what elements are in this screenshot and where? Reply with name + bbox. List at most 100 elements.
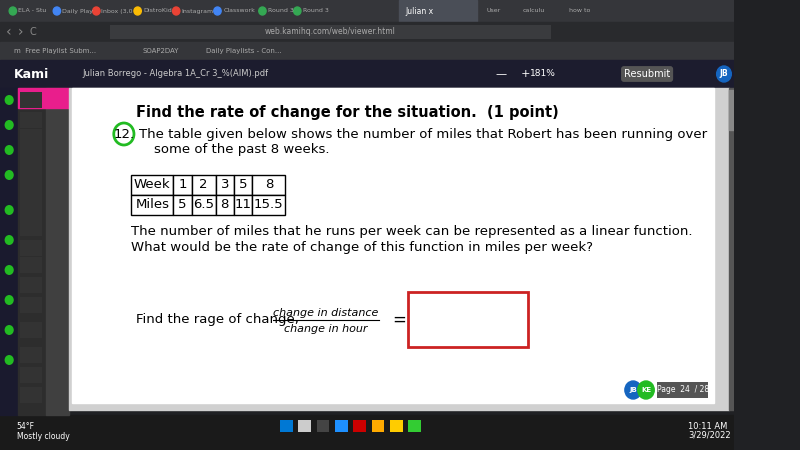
Text: User: User <box>486 9 501 13</box>
Bar <box>20 205 42 221</box>
Text: 12.: 12. <box>114 127 134 140</box>
Text: 5: 5 <box>178 198 187 211</box>
Bar <box>372 420 385 432</box>
Circle shape <box>5 205 14 215</box>
Circle shape <box>173 7 180 15</box>
Bar <box>0 42 734 60</box>
Bar <box>0 88 18 415</box>
Circle shape <box>93 7 100 15</box>
Bar <box>0 0 734 22</box>
Circle shape <box>638 381 654 399</box>
Bar <box>20 240 42 256</box>
Text: 181%: 181% <box>530 69 556 78</box>
Circle shape <box>5 295 14 305</box>
Bar <box>216 175 234 195</box>
Text: calculu: calculu <box>523 9 546 13</box>
Circle shape <box>5 355 14 365</box>
Text: m  Free Playlist Subm...: m Free Playlist Subm... <box>14 48 96 54</box>
Text: Round 3: Round 3 <box>268 9 294 13</box>
Bar <box>234 195 252 215</box>
Text: 8: 8 <box>265 179 273 192</box>
Circle shape <box>5 235 14 245</box>
Circle shape <box>54 7 61 15</box>
Bar <box>20 387 42 403</box>
Bar <box>390 420 403 432</box>
Text: how to: how to <box>569 9 590 13</box>
Circle shape <box>5 145 14 155</box>
Bar <box>730 88 734 410</box>
Bar <box>69 88 730 410</box>
Circle shape <box>214 7 221 15</box>
Circle shape <box>5 325 14 335</box>
Text: 1: 1 <box>178 179 187 192</box>
Bar <box>216 195 234 215</box>
Bar <box>110 25 550 39</box>
Bar <box>20 367 42 383</box>
Text: 11: 11 <box>234 198 252 211</box>
Text: Kami: Kami <box>14 68 49 81</box>
Circle shape <box>5 170 14 180</box>
Bar <box>20 220 42 236</box>
Bar <box>20 277 42 293</box>
Text: Page  24  / 28: Page 24 / 28 <box>657 386 709 395</box>
Bar <box>20 129 42 145</box>
Text: ‹: ‹ <box>6 25 12 39</box>
Text: The table given below shows the number of miles that Robert has been running ove: The table given below shows the number o… <box>139 128 707 141</box>
Bar <box>192 195 216 215</box>
Bar <box>174 175 192 195</box>
Bar <box>234 175 252 195</box>
Text: Miles: Miles <box>135 198 170 211</box>
Bar <box>280 420 293 432</box>
Circle shape <box>5 120 14 130</box>
Text: 6.5: 6.5 <box>194 198 214 211</box>
Text: The number of miles that he runs per week can be represented as a linear functio: The number of miles that he runs per wee… <box>131 225 693 238</box>
Bar <box>408 420 421 432</box>
Bar <box>18 88 46 415</box>
Bar <box>174 195 192 215</box>
Bar <box>192 175 216 195</box>
Bar <box>20 297 42 313</box>
Bar <box>354 420 366 432</box>
Circle shape <box>5 95 14 105</box>
Text: JB: JB <box>720 69 728 78</box>
Bar <box>0 415 734 450</box>
Bar <box>0 60 734 88</box>
Text: Daily Playlists - Con...: Daily Playlists - Con... <box>206 48 282 54</box>
Text: SOAP2DAY: SOAP2DAY <box>142 48 178 54</box>
Text: ›: › <box>18 25 23 39</box>
Text: 15.5: 15.5 <box>254 198 284 211</box>
Text: JB: JB <box>630 387 637 393</box>
Circle shape <box>625 381 642 399</box>
Text: some of the past 8 weeks.: some of the past 8 weeks. <box>154 143 330 156</box>
Text: Instagram: Instagram <box>182 9 214 13</box>
Text: change in hour: change in hour <box>284 324 367 334</box>
Bar <box>20 257 42 273</box>
Bar <box>399 0 477 22</box>
Bar <box>131 175 174 195</box>
Text: C: C <box>30 27 37 37</box>
Bar <box>657 382 708 398</box>
Bar <box>131 195 174 215</box>
Bar <box>252 175 286 195</box>
Text: Find the rate of change for the situation.  (1 point): Find the rate of change for the situatio… <box>136 105 558 120</box>
Text: Find the rage of change,: Find the rage of change, <box>136 314 298 327</box>
Text: DistrоKid: DistrоKid <box>143 9 172 13</box>
Text: change in distance: change in distance <box>273 308 378 318</box>
Text: 3: 3 <box>221 179 229 192</box>
Bar <box>408 292 528 347</box>
Text: What would be the rate of change of this function in miles per week?: What would be the rate of change of this… <box>131 241 594 254</box>
Text: KE: KE <box>641 387 651 393</box>
Bar <box>71 88 714 403</box>
Circle shape <box>9 7 17 15</box>
Bar <box>317 420 330 432</box>
Circle shape <box>258 7 266 15</box>
Bar <box>252 195 286 215</box>
Bar <box>20 322 42 338</box>
Bar <box>20 347 42 363</box>
Bar <box>730 90 734 130</box>
Bar <box>20 145 42 161</box>
Text: Round 3: Round 3 <box>303 9 329 13</box>
Text: ELA - Stu: ELA - Stu <box>18 9 46 13</box>
Text: 5: 5 <box>239 179 247 192</box>
Bar <box>20 160 42 176</box>
